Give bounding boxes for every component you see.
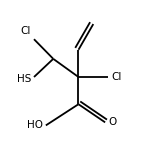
Text: Cl: Cl — [111, 72, 121, 82]
Text: HS: HS — [17, 73, 31, 83]
Text: Cl: Cl — [21, 26, 31, 36]
Text: O: O — [108, 117, 116, 127]
Text: HO: HO — [27, 120, 43, 130]
